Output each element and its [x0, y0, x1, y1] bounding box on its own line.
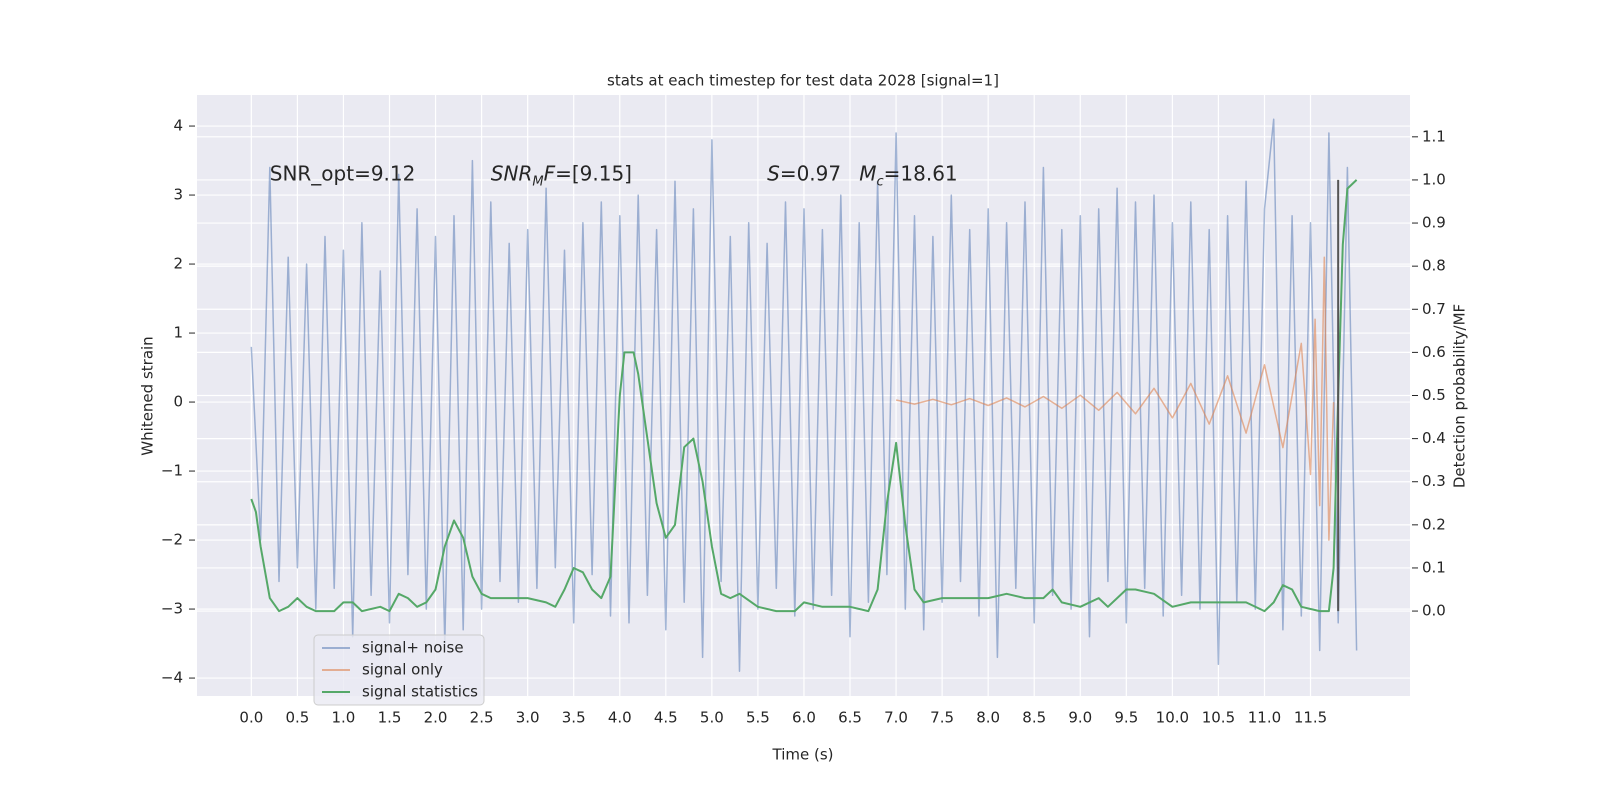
- y2-tick-label: 0.6: [1422, 343, 1446, 361]
- x-tick-label: 1.0: [332, 709, 356, 727]
- y2-tick-label: 0.4: [1422, 429, 1446, 447]
- y-axis-label: Whitened strain: [139, 336, 157, 455]
- annotation-part: c: [876, 174, 883, 189]
- y-tick-label: 4: [173, 117, 183, 135]
- annotation-part: SNR: [491, 161, 533, 185]
- x-tick-label: 9.0: [1068, 709, 1092, 727]
- y2-tick-label: 0.0: [1422, 602, 1446, 620]
- y2-tick-label: 0.1: [1422, 558, 1446, 576]
- x-tick-label: 5.5: [746, 709, 770, 727]
- x-tick-label: 5.0: [700, 709, 724, 727]
- y-tick-label: 3: [173, 186, 183, 204]
- x-tick-label: 8.0: [976, 709, 1000, 727]
- x-tick-label: 7.5: [930, 709, 954, 727]
- annotation: SNRMF=[9.15]: [491, 161, 632, 190]
- x-tick-label: 3.0: [516, 709, 540, 727]
- legend-label: signal+ noise: [362, 639, 464, 657]
- y2-tick-label: 1.1: [1422, 127, 1446, 145]
- series-line: [250, 118, 1358, 672]
- y-tick-label: −3: [161, 600, 183, 618]
- y2-tick-label: 0.9: [1422, 214, 1446, 232]
- y-tick-label: 0: [173, 393, 183, 411]
- annotation-part: =[9.15]: [555, 161, 632, 185]
- y2-tick-label: 0.2: [1422, 515, 1446, 533]
- x-tick-label: 7.0: [884, 709, 908, 727]
- y2-tick-label: 0.7: [1422, 300, 1446, 318]
- x-tick-label: 2.5: [470, 709, 494, 727]
- y2-tick-label: 0.5: [1422, 386, 1446, 404]
- annotation: Mc=18.61: [859, 161, 957, 190]
- x-tick-label: 8.5: [1022, 709, 1046, 727]
- x-tick-label: 10.5: [1202, 709, 1235, 727]
- x-tick-label: 9.5: [1114, 709, 1138, 727]
- x-tick-label: 1.5: [378, 709, 402, 727]
- y-tick-label: −2: [161, 531, 183, 549]
- y2-axis-label: Detection probability/MF: [1451, 304, 1469, 488]
- y-tick-label: 1: [173, 324, 183, 342]
- x-tick-label: 10.0: [1156, 709, 1189, 727]
- x-tick-label: 3.5: [562, 709, 586, 727]
- annotation-part: S: [767, 161, 780, 185]
- x-tick-label: 4.0: [608, 709, 632, 727]
- annotation-part: F: [544, 161, 556, 185]
- series-line: [895, 256, 1335, 541]
- y2-tick-label: 1.0: [1422, 170, 1446, 188]
- x-tick-label: 6.0: [792, 709, 816, 727]
- x-tick-label: 6.5: [838, 709, 862, 727]
- series-line: [250, 179, 1358, 613]
- annotation-part: =0.97: [780, 161, 841, 185]
- legend-label: signal only: [362, 661, 443, 679]
- y-tick-label: −1: [161, 462, 183, 480]
- x-tick-label: 4.5: [654, 709, 678, 727]
- legend-label: signal statistics: [362, 683, 478, 701]
- x-tick-label: 0.0: [239, 709, 263, 727]
- x-tick-label: 0.5: [285, 709, 309, 727]
- y-tick-label: 2: [173, 255, 183, 273]
- x-tick-label: 11.0: [1248, 709, 1281, 727]
- y2-tick-label: 0.3: [1422, 472, 1446, 490]
- y-tick-label: −4: [161, 669, 183, 687]
- y2-tick-label: 0.8: [1422, 257, 1446, 275]
- annotation: S=0.97: [767, 161, 841, 185]
- chart-title: stats at each timestep for test data 202…: [607, 72, 999, 90]
- x-tick-label: 2.0: [424, 709, 448, 727]
- annotation-part: =18.61: [884, 161, 958, 185]
- x-tick-label: 11.5: [1294, 709, 1327, 727]
- annotation-part: M: [532, 174, 543, 189]
- x-axis-label: Time (s): [772, 746, 834, 764]
- annotation: SNR_opt=9.12: [270, 161, 416, 185]
- legend-box: [313, 634, 485, 706]
- annotation-part: M: [859, 161, 876, 185]
- annotation-part: SNR_opt=9.12: [270, 161, 416, 185]
